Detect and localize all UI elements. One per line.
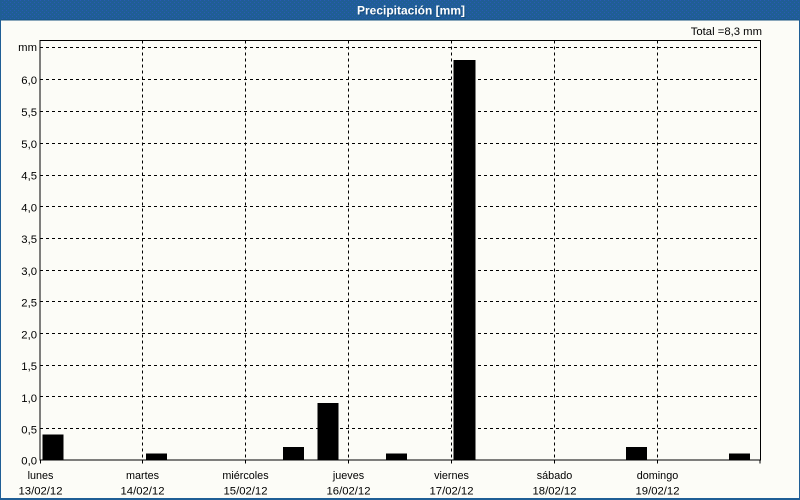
svg-text:3,5: 3,5 <box>21 234 37 246</box>
svg-text:17/02/12: 17/02/12 <box>430 485 474 497</box>
svg-text:3,0: 3,0 <box>21 266 37 278</box>
svg-text:4,5: 4,5 <box>21 171 37 183</box>
svg-text:2,0: 2,0 <box>21 330 37 342</box>
svg-text:4,0: 4,0 <box>21 203 37 215</box>
svg-text:Precipitación [mm]: Precipitación [mm] <box>357 4 465 18</box>
svg-text:6,0: 6,0 <box>21 75 37 87</box>
svg-text:18/02/12: 18/02/12 <box>533 485 577 497</box>
svg-text:domingo: domingo <box>637 470 678 482</box>
svg-text:15/02/12: 15/02/12 <box>224 485 268 497</box>
svg-text:sábado: sábado <box>537 470 572 482</box>
svg-text:Total =8,3 mm: Total =8,3 mm <box>691 26 762 38</box>
svg-text:19/02/12: 19/02/12 <box>636 485 680 497</box>
svg-text:lunes: lunes <box>28 470 54 482</box>
svg-text:13/02/12: 13/02/12 <box>19 485 63 497</box>
svg-text:martes: martes <box>126 470 160 482</box>
svg-text:jueves: jueves <box>332 470 365 482</box>
svg-text:0,0: 0,0 <box>21 456 37 468</box>
svg-text:14/02/12: 14/02/12 <box>121 485 165 497</box>
svg-text:0,5: 0,5 <box>21 425 37 437</box>
svg-text:1,0: 1,0 <box>21 393 37 405</box>
svg-text:5,0: 5,0 <box>21 139 37 151</box>
svg-text:5,5: 5,5 <box>21 107 37 119</box>
svg-text:16/02/12: 16/02/12 <box>327 485 371 497</box>
svg-text:2,5: 2,5 <box>21 298 37 310</box>
svg-text:mm: mm <box>18 42 37 54</box>
svg-text:1,5: 1,5 <box>21 361 37 373</box>
svg-text:miércoles: miércoles <box>222 470 269 482</box>
svg-text:viernes: viernes <box>434 470 469 482</box>
